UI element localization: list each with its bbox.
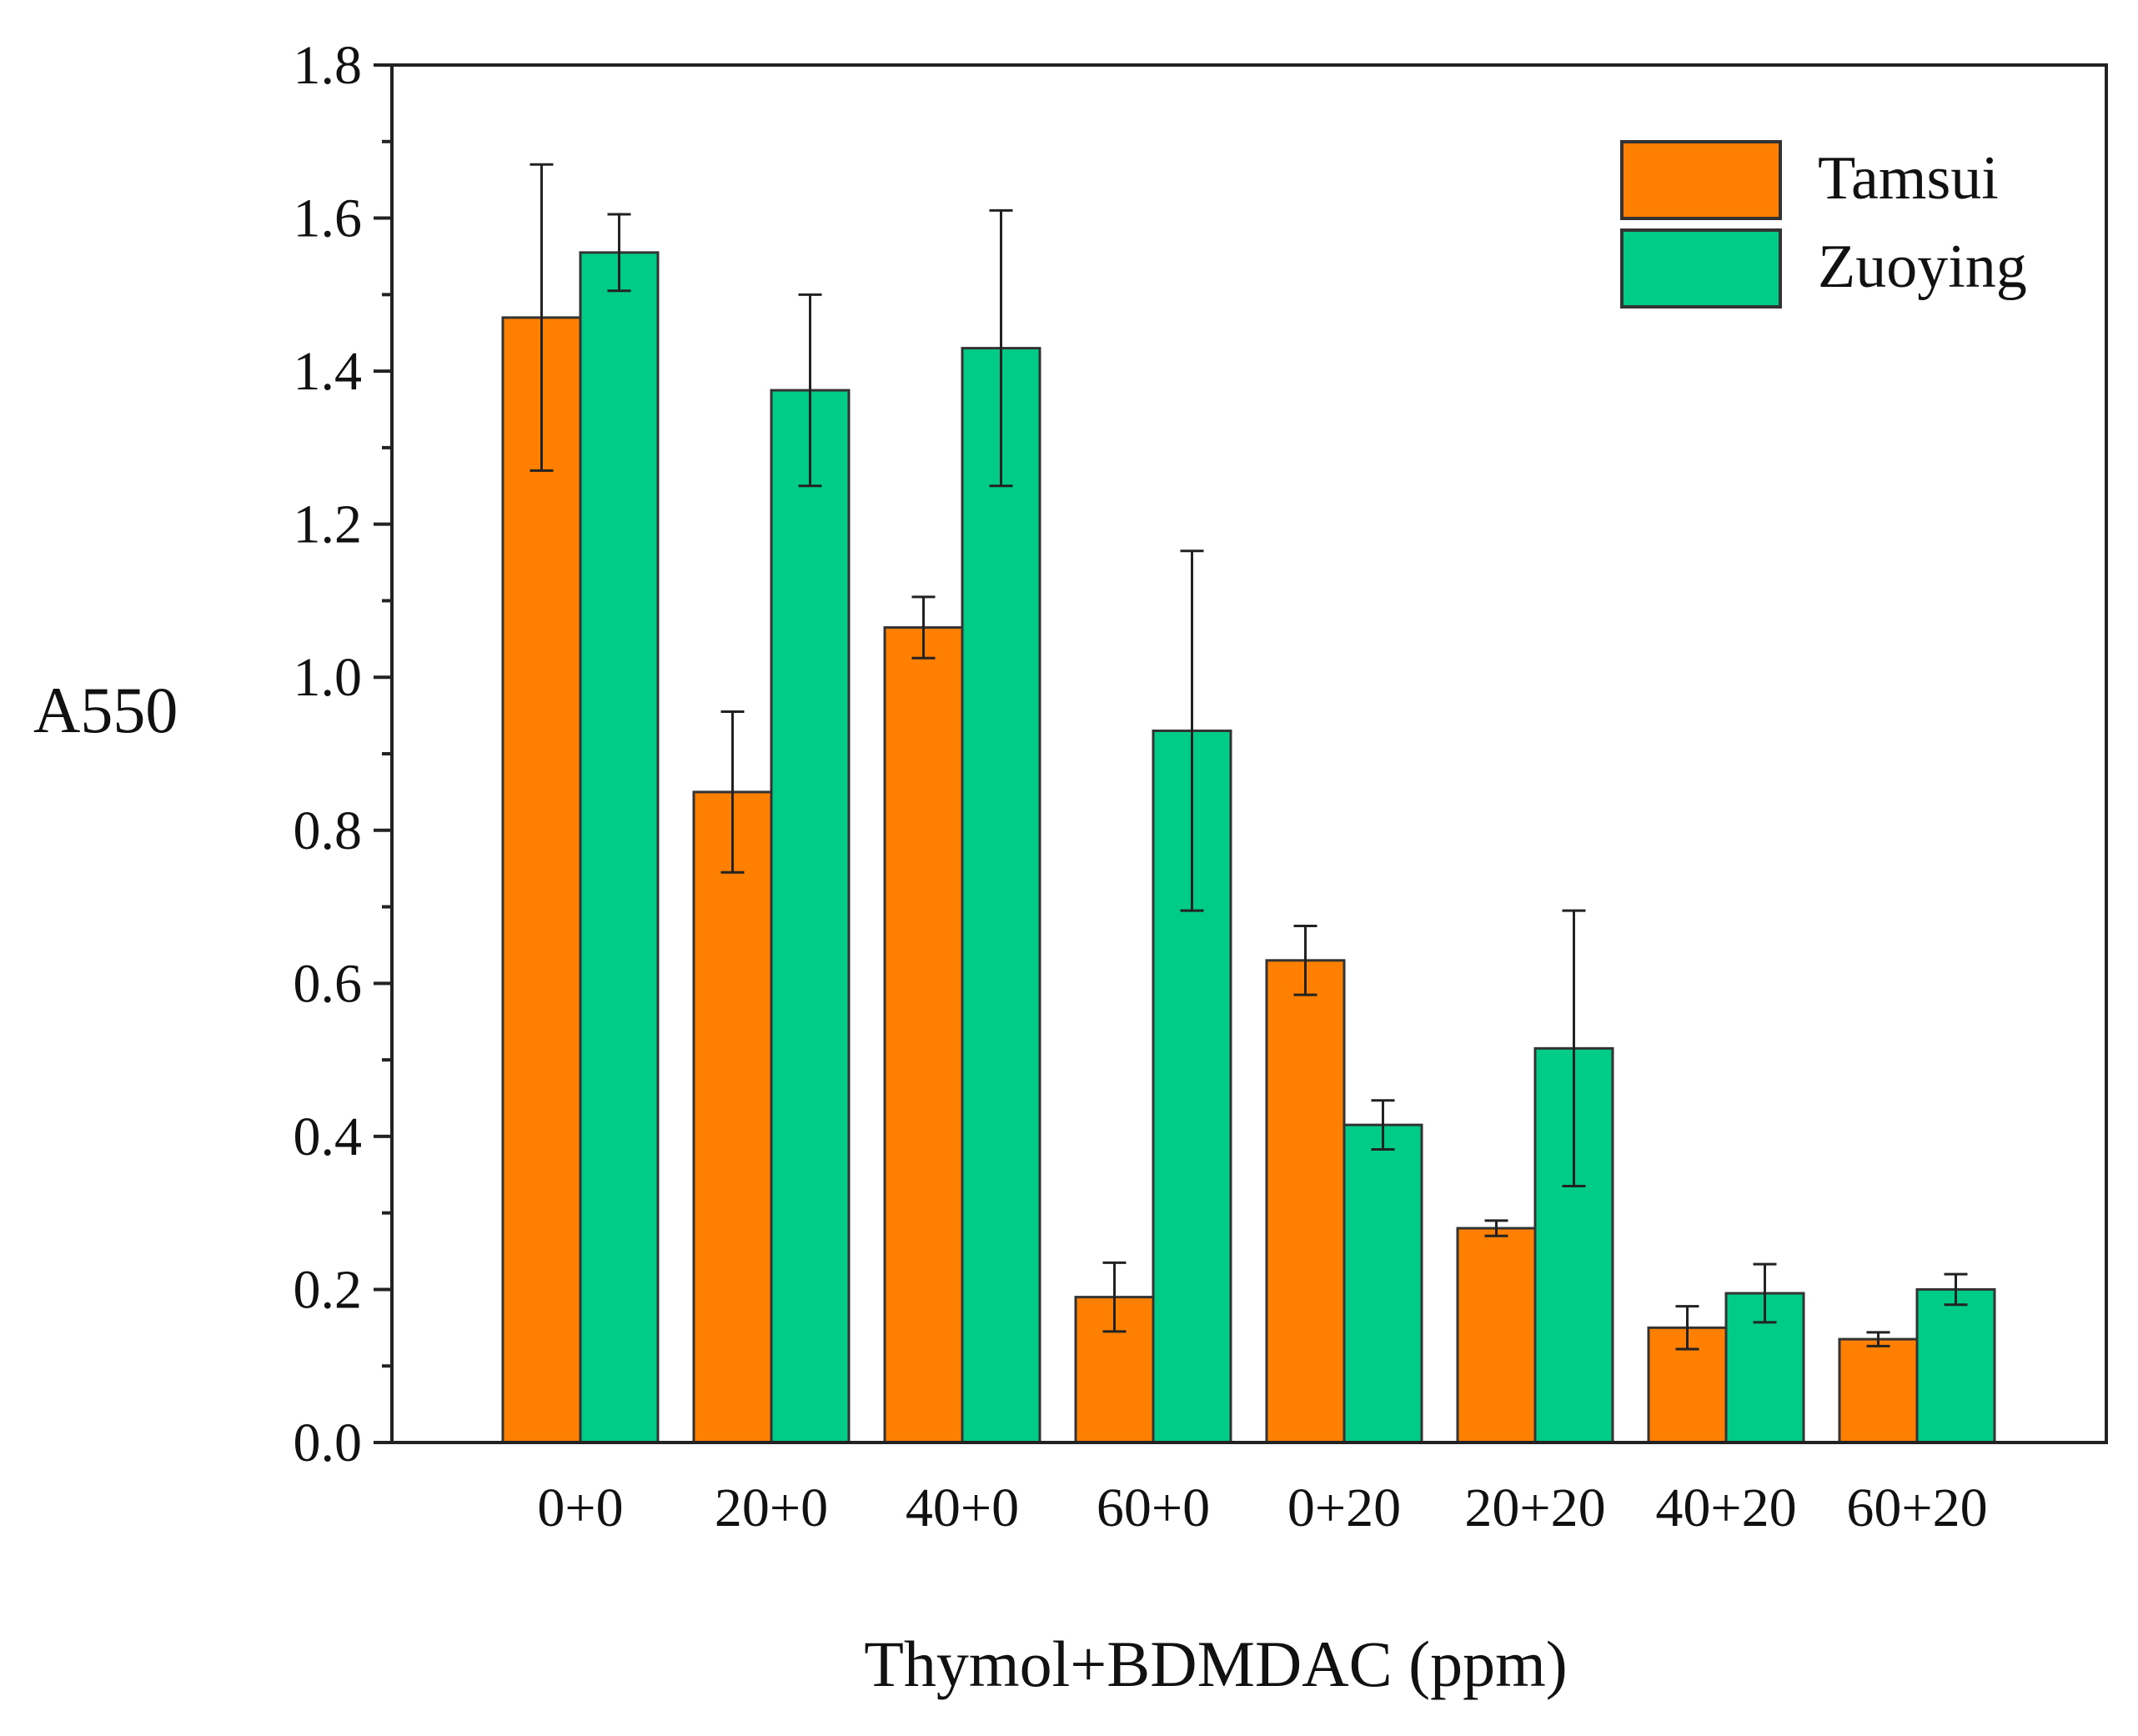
y-tick-label: 1.4: [294, 341, 363, 402]
x-axis-title: Thymol+BDMDAC (ppm): [864, 1628, 1568, 1700]
x-tick-label-0-0: 0+0: [537, 1478, 623, 1538]
y-tick-label: 1.8: [294, 35, 363, 96]
x-tick-label-40-20: 40+20: [1655, 1478, 1796, 1538]
y-ticks-layer: 0.0 0.2 0.4 0.6 0.8 1.0 1.2 1.4 1.6 1.8: [294, 35, 392, 1473]
y-tick-label: 1.2: [294, 494, 363, 555]
bar-tamsui-0-0: [501, 316, 582, 1444]
x-tick-label-0-20: 0+20: [1287, 1478, 1401, 1538]
bar-tamsui-20-20: [1456, 1227, 1537, 1444]
x-tick-label-60-20: 60+20: [1846, 1478, 1987, 1538]
x-tick-label-20-20: 20+20: [1464, 1478, 1605, 1538]
x-tick-label-20-0: 20+0: [715, 1478, 828, 1538]
legend-label-zuoying: Zuoying: [1818, 233, 2027, 301]
bar-zuoying-0-0: [579, 251, 660, 1444]
y-tick-label: 0.2: [294, 1259, 363, 1320]
bar-zuoying-0-20: [1343, 1123, 1423, 1444]
bar-zuoying-40-0: [961, 347, 1041, 1444]
y-axis-title: A550: [33, 674, 178, 746]
bar-zuoying-60-20: [1915, 1287, 1996, 1444]
bar-tamsui-60-20: [1838, 1337, 1919, 1444]
x-tick-label-60-0: 60+0: [1097, 1478, 1210, 1538]
bar-tamsui-20-0: [692, 790, 773, 1444]
legend-swatch-tamsui: [1620, 140, 1782, 220]
y-tick-label: 0.4: [294, 1106, 363, 1167]
y-tick-label: 0.6: [294, 953, 363, 1014]
x-tick-label-40-0: 40+0: [906, 1478, 1019, 1538]
legend-swatch-zuoying: [1620, 228, 1782, 309]
y-tick-label: 1.6: [294, 188, 363, 249]
bar-tamsui-0-20: [1265, 959, 1346, 1444]
error-bars-layer: [529, 163, 1968, 1351]
bars-layer: [501, 251, 1996, 1444]
y-tick-label: 0.0: [294, 1412, 363, 1473]
x-tick-labels-layer: 0+0 20+0 40+0 60+0 0+20 20+20 40+20 60+20: [537, 1478, 1987, 1538]
bar-tamsui-40-0: [883, 626, 964, 1444]
legend-label-tamsui: Tamsui: [1818, 144, 1999, 213]
y-tick-label: 0.8: [294, 800, 363, 861]
bar-zuoying-20-0: [770, 389, 851, 1444]
legend: Tamsui Zuoying: [1620, 140, 2027, 309]
y-tick-label: 1.0: [294, 647, 363, 708]
